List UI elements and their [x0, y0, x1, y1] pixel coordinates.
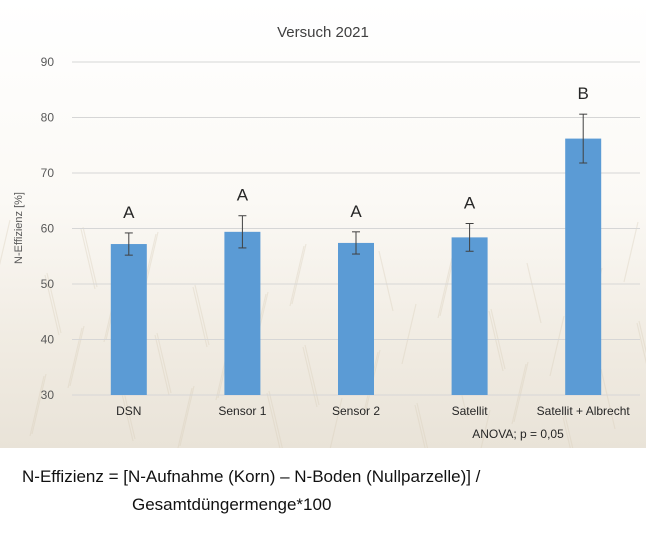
x-tick-label: DSN	[116, 404, 141, 418]
anova-annotation: ANOVA; p = 0,05	[472, 427, 564, 441]
wheat-stroke	[46, 272, 62, 334]
wheat-stroke	[329, 397, 343, 448]
wheat-stroke	[266, 392, 281, 448]
wheat-stroke	[192, 286, 208, 348]
bar-1	[110, 244, 147, 395]
formula-line-2: Gesamtdüngermenge*100	[132, 495, 332, 514]
significance-group-label: B	[578, 84, 589, 103]
x-tick-label: Satellit + Albrecht	[537, 404, 631, 418]
wheat-stroke	[378, 250, 394, 312]
wheat-stroke	[638, 320, 646, 354]
wheat-stroke	[154, 334, 170, 396]
wheat-stroke	[291, 243, 307, 305]
wheat-stroke	[177, 387, 193, 448]
wheat-stroke	[289, 245, 305, 307]
bar-4	[451, 237, 488, 395]
wheat-stroke	[600, 368, 616, 430]
bar-5	[565, 138, 602, 395]
y-tick-label: 60	[41, 222, 55, 236]
wheat-stroke	[549, 315, 565, 377]
bar-3	[338, 242, 374, 395]
wheat-stroke	[416, 402, 429, 448]
y-tick-label: 80	[41, 111, 55, 125]
significance-group-label: A	[350, 202, 362, 221]
significance-group-label: A	[237, 186, 249, 205]
wheat-stroke	[69, 325, 85, 387]
wheat-stroke	[623, 221, 639, 283]
wheat-stroke	[511, 363, 527, 425]
wheat-stroke	[0, 219, 11, 266]
wheat-stroke	[31, 373, 47, 435]
wheat-stroke	[156, 332, 172, 394]
y-tick-label: 40	[41, 333, 55, 347]
wheat-stroke	[67, 327, 83, 389]
x-tick-label: Sensor 1	[218, 404, 266, 418]
wheat-stroke	[526, 262, 542, 324]
chart-background	[0, 0, 646, 448]
wheat-stroke	[302, 346, 318, 408]
wheat-stroke	[636, 322, 646, 365]
y-tick-label: 50	[41, 277, 55, 291]
x-tick-label: Satellit	[452, 404, 489, 418]
wheat-stroke	[401, 303, 417, 365]
wheat-stroke	[437, 257, 453, 319]
wheat-stroke	[179, 385, 195, 447]
significance-group-label: A	[123, 203, 135, 222]
error-bar	[352, 231, 360, 255]
wheat-stroke	[480, 409, 491, 448]
wheat-stroke	[562, 416, 571, 448]
error-bar	[238, 215, 247, 249]
bar-chart: Versuch 2021 30 40 50 60 70 80 90 N-Effizienz …	[0, 0, 646, 448]
bar-2	[224, 231, 261, 395]
chart-panel: Versuch 2021 30 40 50 60 70 80 90 N-Effizienz …	[0, 0, 646, 448]
chart-title: Versuch 2021	[277, 24, 369, 41]
error-bar	[124, 232, 133, 256]
y-tick-label: 90	[41, 55, 55, 69]
formula-line-1: N-Effizienz = [N-Aufnahme (Korn) – N-Bod…	[22, 467, 481, 486]
wheat-stroke	[194, 284, 210, 346]
wheat-stroke	[513, 361, 529, 423]
wheat-stroke	[268, 390, 283, 448]
wheat-stroke	[82, 226, 98, 288]
y-axis-label: N-Effizienz [%]	[13, 192, 25, 264]
error-bar	[465, 223, 474, 252]
y-tick-label: 30	[41, 388, 55, 402]
significance-group-label: A	[464, 194, 476, 213]
wheat-stroke	[44, 274, 60, 336]
wheat-stroke	[414, 404, 426, 448]
error-bar	[579, 113, 588, 164]
wheat-stroke	[488, 310, 504, 372]
x-tick-label: Sensor 2	[332, 404, 380, 418]
wheat-stroke	[564, 414, 574, 448]
y-tick-label: 70	[41, 166, 55, 180]
wheat-stroke	[29, 375, 45, 437]
wheat-stroke	[80, 228, 96, 290]
